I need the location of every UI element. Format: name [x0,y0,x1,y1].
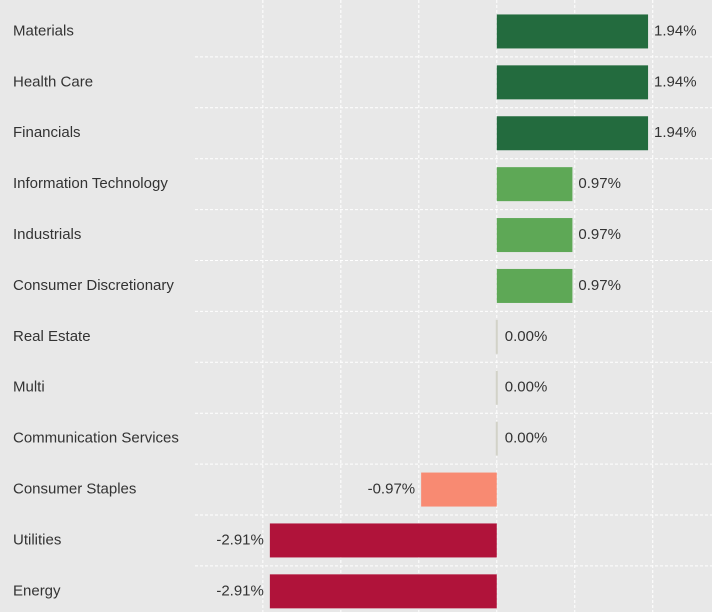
category-label: Materials [13,22,74,39]
category-label: Real Estate [13,328,91,345]
category-label: Energy [13,582,61,599]
bar [496,14,649,49]
value-label: 1.94% [654,73,697,90]
bar [269,574,497,609]
value-label: 0.97% [578,277,621,294]
bar [496,167,573,202]
value-label: -0.97% [368,481,416,498]
bar [496,268,573,303]
category-label: Information Technology [13,175,168,192]
category-label: Communication Services [13,430,179,447]
value-label: 0.00% [505,328,548,345]
bar [495,421,498,456]
category-label: Consumer Staples [13,481,136,498]
bar [496,65,649,100]
value-label: 0.97% [578,226,621,243]
category-label: Financials [13,124,81,141]
bar [495,319,498,354]
category-label: Multi [13,379,45,396]
value-label: -2.91% [216,531,264,548]
value-label: 0.00% [505,379,548,396]
category-label: Industrials [13,226,81,243]
value-label: 1.94% [654,124,697,141]
bar [269,523,497,558]
value-label: -2.91% [216,582,264,599]
bar [421,472,497,507]
value-label: 0.97% [578,175,621,192]
bar [496,116,649,151]
value-label: 0.00% [505,430,548,447]
category-label: Utilities [13,531,61,548]
bar [495,370,498,405]
value-label: 1.94% [654,22,697,39]
category-label: Consumer Discretionary [13,277,174,294]
category-label: Health Care [13,73,93,90]
bar [496,218,573,253]
